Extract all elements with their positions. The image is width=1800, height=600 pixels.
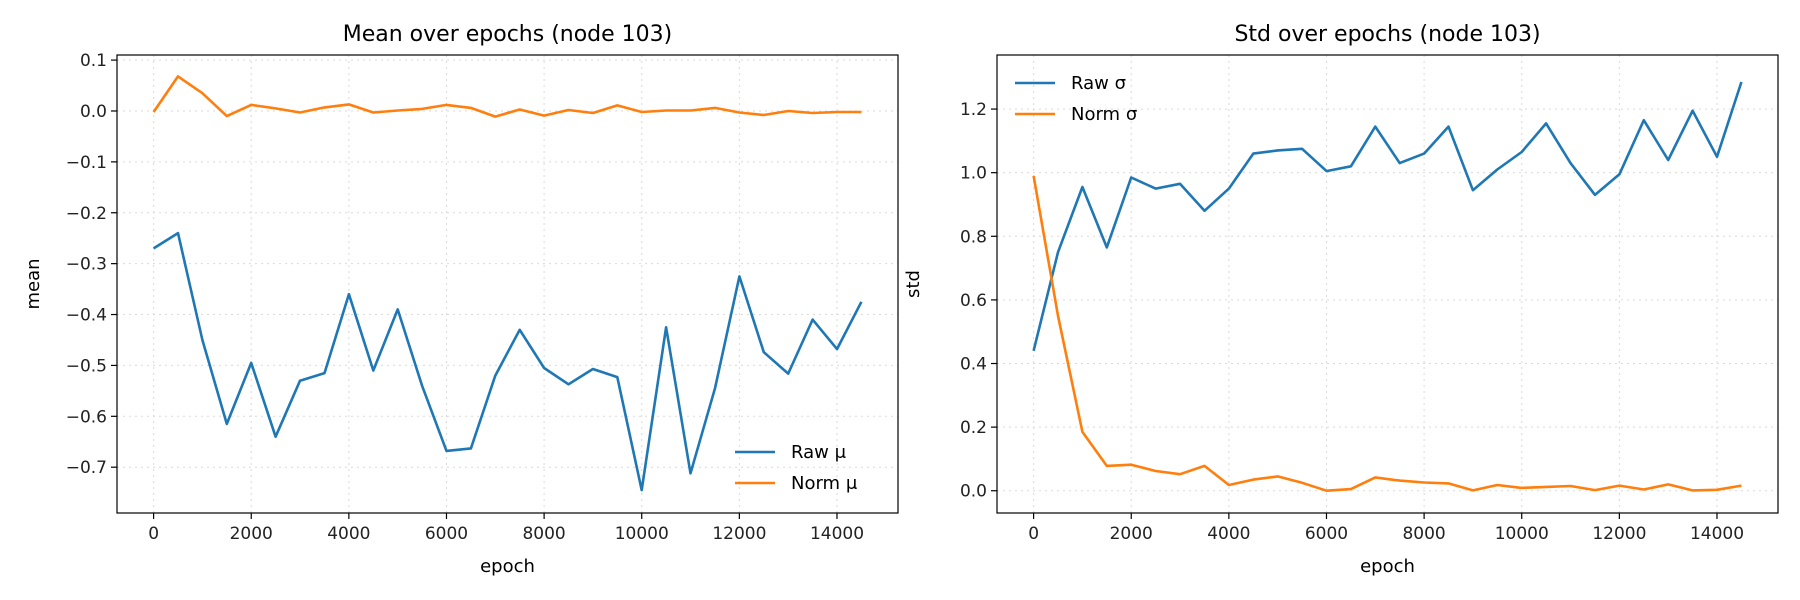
y-tick-label: 1.2	[960, 100, 987, 120]
legend: Raw μ Norm μ	[735, 442, 858, 494]
chart-panel-2: 0 2000 4000 6000 8000 10000 12000 14000 0.0 0.2 0.…	[903, 22, 1779, 577]
legend-label-1: Raw σ	[1071, 73, 1126, 94]
y-tick-label: 0.0	[960, 482, 987, 502]
y-tick-label: 0.6	[960, 291, 987, 311]
y-tick-label: −0.4	[66, 306, 107, 326]
y-tick-label: 1.0	[960, 164, 987, 184]
x-tick-label: 12000	[712, 524, 766, 544]
y-tick-label: −0.6	[66, 407, 107, 427]
chart-title: Mean over epochs (node 103)	[343, 22, 673, 47]
x-tick-label: 6000	[1305, 524, 1348, 544]
x-tick-label: 0	[1028, 524, 1039, 544]
x-tick-label: 6000	[425, 524, 468, 544]
x-tick-label: 4000	[1207, 524, 1250, 544]
y-tick-label: 0.8	[960, 227, 987, 247]
series-line-1	[152, 231, 863, 492]
x-tick-label: 12000	[1592, 524, 1646, 544]
y-axis-label: std	[903, 270, 924, 298]
chart-panel-1: 0 2000 4000 6000 8000 10000 12000 14000 0.1 0.0 −0…	[23, 22, 899, 577]
y-tick-label: 0.1	[80, 51, 107, 71]
chart-title: Std over epochs (node 103)	[1234, 22, 1540, 47]
legend: Raw σ Norm σ	[1015, 73, 1137, 125]
y-tick-label: 0.2	[960, 418, 987, 438]
x-tick-label: 10000	[615, 524, 669, 544]
legend-label-2: Norm μ	[791, 473, 858, 494]
x-tick-label: 0	[148, 524, 159, 544]
x-tick-label: 14000	[1690, 524, 1744, 544]
y-tick-label: −0.7	[66, 458, 107, 478]
plot-frame	[996, 54, 1779, 514]
x-tick-label: 4000	[327, 524, 370, 544]
y-tick-label: −0.3	[66, 255, 107, 275]
series-line-1	[1032, 81, 1743, 352]
x-axis-label: epoch	[480, 556, 535, 577]
x-tick-label: 2000	[230, 524, 273, 544]
plot-frame	[116, 54, 899, 514]
series-line-2	[1032, 175, 1742, 493]
y-axis-label: mean	[23, 258, 44, 309]
y-tick-label: −0.1	[66, 153, 107, 173]
y-tick-label: 0.0	[80, 102, 107, 122]
y-tick-label: 0.4	[960, 355, 987, 375]
y-tick-label: −0.5	[66, 356, 107, 376]
y-tick-label: −0.2	[66, 204, 107, 224]
x-tick-label: 10000	[1495, 524, 1549, 544]
x-axis-label: epoch	[1360, 556, 1415, 577]
series-line-2	[152, 75, 862, 118]
x-tick-label: 8000	[1402, 524, 1445, 544]
x-tick-label: 8000	[522, 524, 565, 544]
legend-label-2: Norm σ	[1071, 104, 1137, 125]
x-tick-label: 2000	[1110, 524, 1153, 544]
legend-label-1: Raw μ	[791, 442, 847, 463]
x-tick-label: 14000	[810, 524, 864, 544]
